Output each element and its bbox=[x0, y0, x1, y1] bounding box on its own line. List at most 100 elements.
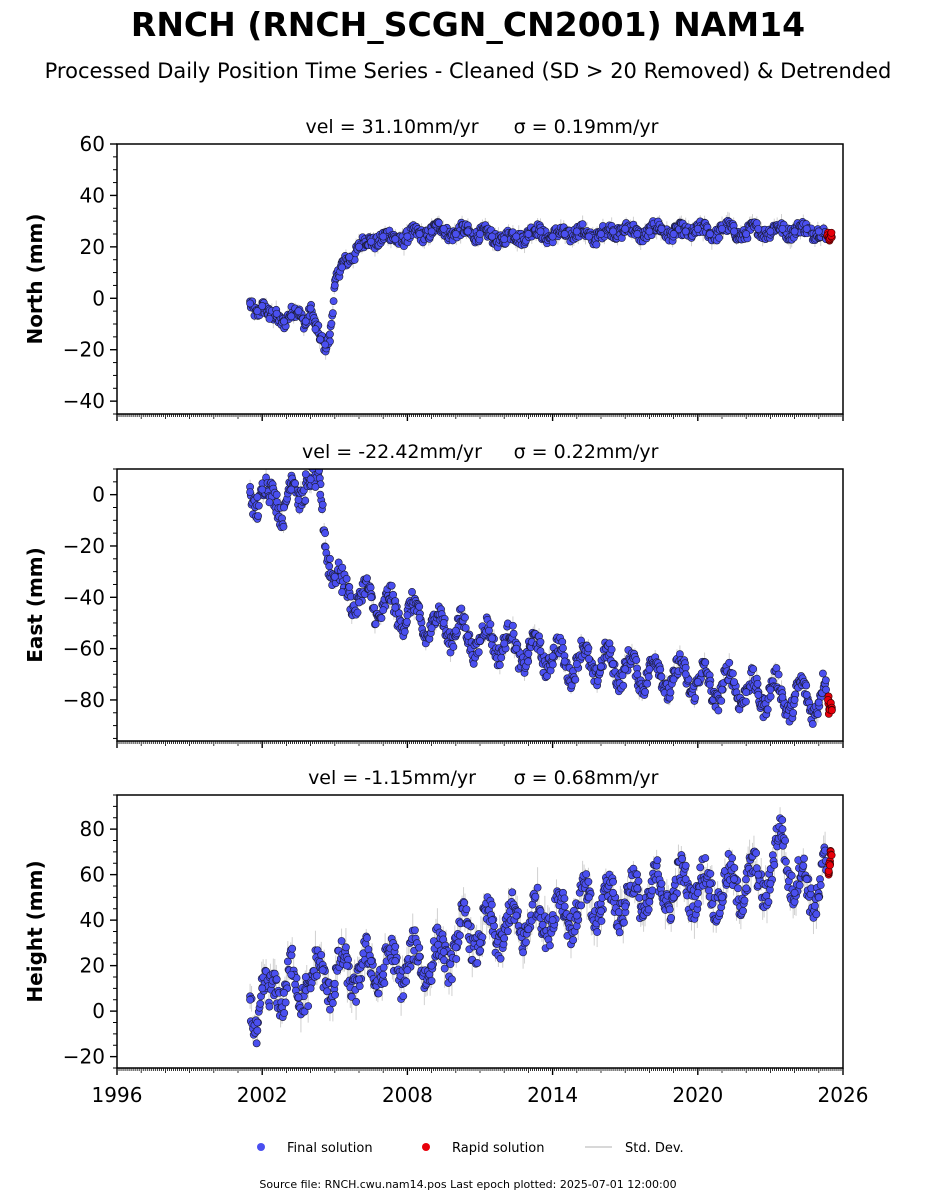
final-solution-point bbox=[524, 657, 533, 666]
final-solution-point bbox=[326, 1005, 334, 1014]
final-solution-point bbox=[512, 644, 521, 653]
final-solution-point bbox=[330, 572, 339, 581]
y-tick-label: −40 bbox=[63, 389, 105, 413]
final-solution-point bbox=[461, 613, 469, 622]
final-solution-point bbox=[439, 224, 448, 233]
final-solution-point bbox=[367, 593, 375, 602]
final-solution-point bbox=[593, 928, 602, 936]
final-solution-point bbox=[509, 629, 518, 638]
final-solution-point bbox=[533, 883, 542, 892]
final-solution-point bbox=[256, 999, 265, 1008]
final-solution-point bbox=[317, 950, 326, 959]
final-solution-point bbox=[403, 611, 412, 620]
final-solution-point bbox=[500, 934, 509, 943]
final-solution-point bbox=[790, 696, 799, 704]
final-solution-point bbox=[367, 237, 375, 246]
panel-title-sigma: σ = 0.68mm/yr bbox=[514, 767, 659, 789]
final-solution-point bbox=[536, 227, 545, 236]
y-tick-label: 40 bbox=[80, 183, 105, 207]
legend-final-marker bbox=[257, 1143, 265, 1151]
final-solution-point bbox=[633, 230, 642, 238]
final-solution-point bbox=[415, 230, 424, 238]
final-solution-point bbox=[819, 669, 827, 678]
final-solution-point bbox=[572, 911, 581, 920]
final-solution-point bbox=[408, 588, 416, 596]
final-solution-point bbox=[816, 881, 825, 890]
final-solution-point bbox=[593, 676, 602, 685]
final-solution-point bbox=[254, 501, 263, 510]
final-solution-point bbox=[585, 654, 593, 663]
final-solution-point bbox=[669, 675, 678, 684]
final-solution-point bbox=[287, 951, 296, 960]
final-solution-point bbox=[342, 574, 351, 583]
panel-title-velocity: vel = -22.42mm/yr bbox=[302, 441, 482, 463]
final-solution-point bbox=[742, 884, 751, 893]
final-solution-point bbox=[427, 624, 436, 632]
final-solution-point bbox=[345, 583, 354, 591]
y-axis-label: Height (mm) bbox=[23, 860, 47, 1002]
final-solution-point bbox=[778, 224, 787, 233]
panel-frame bbox=[116, 143, 844, 415]
final-solution-point bbox=[402, 977, 411, 986]
final-solution-point bbox=[451, 943, 460, 952]
final-solution-point bbox=[457, 604, 466, 613]
chart-subtitle: Processed Daily Position Time Series - C… bbox=[45, 59, 892, 83]
final-solution-point bbox=[730, 875, 738, 884]
y-tick-label: 60 bbox=[80, 863, 105, 887]
final-solution-point bbox=[439, 619, 448, 627]
final-solution-point bbox=[569, 936, 578, 944]
final-solution-point bbox=[633, 884, 642, 893]
final-solution-point bbox=[415, 952, 424, 961]
final-solution-point bbox=[536, 907, 545, 915]
y-tick-label: 0 bbox=[92, 483, 105, 507]
final-solution-point bbox=[592, 240, 601, 249]
final-solution-point bbox=[469, 659, 478, 668]
x-tick-label: 2002 bbox=[237, 1083, 288, 1107]
final-solution-point bbox=[696, 863, 705, 872]
final-solution-point bbox=[371, 620, 380, 628]
final-solution-point bbox=[678, 854, 686, 863]
final-solution-point bbox=[585, 232, 593, 241]
final-solution-point bbox=[740, 896, 749, 905]
final-solution-point bbox=[799, 861, 808, 870]
final-solution-point bbox=[814, 698, 823, 707]
final-solution-point bbox=[718, 893, 726, 902]
final-solution-point bbox=[752, 864, 761, 873]
final-solution-point bbox=[456, 931, 464, 940]
final-solution-point bbox=[808, 720, 817, 728]
final-solution-point bbox=[323, 987, 331, 996]
final-solution-point bbox=[621, 902, 630, 911]
final-solution-point bbox=[258, 485, 267, 494]
final-solution-point bbox=[281, 998, 290, 1007]
panel-data bbox=[246, 807, 836, 1048]
final-solution-point bbox=[718, 685, 726, 694]
final-solution-point bbox=[584, 877, 593, 886]
x-tick-label: 1996 bbox=[92, 1083, 143, 1107]
final-solution-point bbox=[766, 879, 775, 888]
final-solution-point bbox=[301, 496, 310, 505]
y-tick-label: −20 bbox=[63, 338, 105, 362]
x-tick-label: 2008 bbox=[382, 1083, 433, 1107]
final-solution-point bbox=[669, 893, 678, 902]
final-solution-point bbox=[571, 675, 580, 684]
final-solution-point bbox=[427, 976, 436, 985]
final-solution-point bbox=[536, 647, 545, 656]
final-solution-point bbox=[366, 583, 375, 592]
panel-title-velocity: vel = 31.10mm/yr bbox=[305, 116, 478, 138]
final-solution-point bbox=[512, 911, 521, 920]
y-tick-label: −80 bbox=[63, 688, 105, 712]
final-solution-point bbox=[609, 877, 617, 886]
final-solution-point bbox=[318, 966, 327, 975]
final-solution-point bbox=[509, 621, 517, 630]
final-solution-point bbox=[607, 645, 616, 654]
final-solution-point bbox=[766, 685, 775, 694]
chart-title: RNCH (RNCH_SCGN_CN2001) NAM14 bbox=[131, 5, 805, 44]
final-solution-point bbox=[681, 227, 690, 236]
final-solution-point bbox=[645, 227, 654, 236]
final-solution-point bbox=[287, 312, 296, 321]
final-solution-point bbox=[347, 992, 356, 1001]
y-tick-label: 20 bbox=[80, 235, 105, 259]
final-solution-point bbox=[411, 926, 419, 935]
final-solution-point bbox=[485, 626, 493, 635]
final-solution-point bbox=[693, 224, 702, 233]
